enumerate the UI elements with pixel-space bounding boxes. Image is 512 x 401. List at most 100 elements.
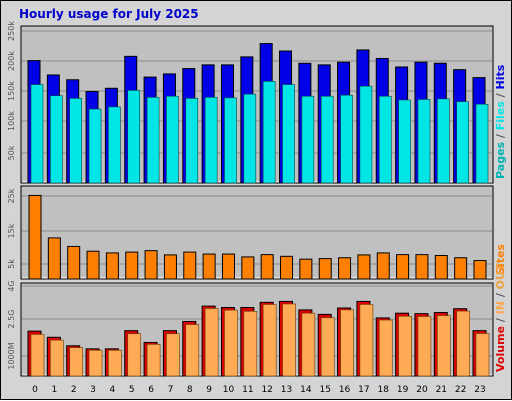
bar-in — [456, 310, 470, 377]
bar-sites — [241, 256, 255, 280]
bar-sites — [221, 253, 235, 280]
bar-in — [88, 349, 103, 377]
bar-sites — [125, 251, 139, 280]
y-tick-label: 100k — [7, 111, 16, 131]
side-legend-part: / — [494, 130, 507, 142]
side-legend-part: Hits — [494, 64, 507, 89]
bar-files — [204, 97, 218, 184]
bar-in — [320, 317, 335, 377]
bar-sites — [163, 254, 177, 280]
bar-sites — [299, 258, 313, 280]
y-tick-label: 5k — [7, 259, 16, 269]
side-legend-part: Files — [494, 101, 507, 131]
bar-files — [456, 101, 469, 184]
bar-files — [88, 108, 102, 184]
bar-in — [204, 308, 219, 377]
bar-sites — [260, 254, 274, 280]
x-tick-label: 1 — [51, 385, 57, 395]
bar-in — [475, 333, 490, 377]
bar-files — [398, 99, 411, 184]
bar-sites — [280, 255, 294, 280]
bar-in — [243, 311, 258, 377]
x-tick-label: 22 — [455, 385, 466, 395]
side-legend-part: / — [494, 89, 507, 101]
bar-in — [50, 339, 64, 377]
y-tick-label: 2.5G — [7, 310, 16, 329]
x-tick-label: 16 — [339, 385, 351, 395]
x-tick-label: 17 — [358, 385, 369, 395]
bar-files — [50, 95, 63, 184]
bar-sites — [47, 237, 61, 280]
bar-sites — [202, 253, 216, 280]
bar-in — [282, 303, 296, 377]
x-tick-label: 12 — [261, 385, 272, 395]
bar-in — [340, 309, 354, 377]
x-tick-label: 9 — [206, 385, 212, 395]
y-tick-label: 15k — [7, 223, 16, 238]
bar-files — [475, 103, 489, 184]
x-tick-label: 0 — [32, 385, 38, 395]
bar-files — [301, 95, 315, 184]
bar-in — [30, 334, 45, 377]
x-tick-label: 11 — [242, 385, 253, 395]
bar-sites — [338, 257, 352, 280]
bar-files — [417, 99, 431, 184]
side-legend-part: OUT — [494, 263, 507, 289]
y-tick-label: 250k — [7, 21, 16, 41]
bar-in — [262, 304, 277, 377]
y-tick-label: 25k — [7, 188, 16, 203]
x-tick-label: 2 — [71, 385, 77, 395]
x-tick-label: 6 — [148, 385, 154, 395]
bar-sites — [318, 258, 332, 280]
bar-files — [262, 81, 276, 184]
bar-files — [108, 106, 121, 184]
x-tick-label: 15 — [319, 385, 330, 395]
bar-files — [146, 97, 160, 184]
bar-files — [359, 85, 373, 184]
x-tick-label: 20 — [416, 385, 428, 395]
bar-in — [108, 349, 122, 377]
bar-sites — [144, 250, 158, 280]
bar-files — [243, 93, 257, 184]
bar-in — [437, 315, 451, 377]
bar-files — [378, 95, 392, 184]
y-tick-label: 1000M — [7, 342, 16, 369]
x-tick-label: 5 — [129, 385, 135, 395]
bar-in — [398, 315, 412, 377]
x-tick-label: 23 — [474, 385, 485, 395]
bar-sites — [183, 251, 197, 280]
y-tick-label: 200k — [7, 51, 16, 71]
y-tick-label: 150k — [7, 81, 16, 101]
bar-in — [224, 309, 238, 377]
x-tick-label: 3 — [90, 385, 96, 395]
bar-sites — [105, 252, 119, 280]
bar-in — [166, 333, 180, 377]
side-legend-part: / — [494, 314, 507, 326]
side-legend-part: IN — [494, 301, 507, 314]
bar-sites — [67, 245, 81, 280]
side-legend-part: Sites — [494, 244, 507, 275]
bar-sites — [28, 194, 42, 280]
side-legend-part: Volume — [494, 326, 507, 372]
x-tick-label: 14 — [300, 385, 312, 395]
x-tick-label: 18 — [378, 385, 390, 395]
bar-in — [127, 333, 142, 377]
bar-files — [282, 84, 295, 184]
side-legend: Volume / IN / OUT — [494, 263, 507, 372]
side-legend-part: Pages — [494, 141, 507, 179]
chart-title: Hourly usage for July 2025 — [19, 7, 199, 21]
side-legend: Sites — [494, 244, 507, 275]
y-tick-label: 4G — [7, 280, 16, 291]
bar-sites — [415, 254, 429, 280]
x-tick-label: 10 — [223, 385, 235, 395]
x-tick-label: 7 — [168, 385, 174, 395]
x-tick-label: 19 — [397, 385, 409, 395]
bar-files — [437, 98, 450, 184]
bar-in — [69, 347, 83, 377]
bar-files — [166, 95, 179, 184]
bar-sites — [454, 257, 468, 280]
bar-sites — [86, 250, 100, 280]
bar-sites — [396, 254, 410, 280]
x-tick-label: 4 — [110, 385, 116, 395]
